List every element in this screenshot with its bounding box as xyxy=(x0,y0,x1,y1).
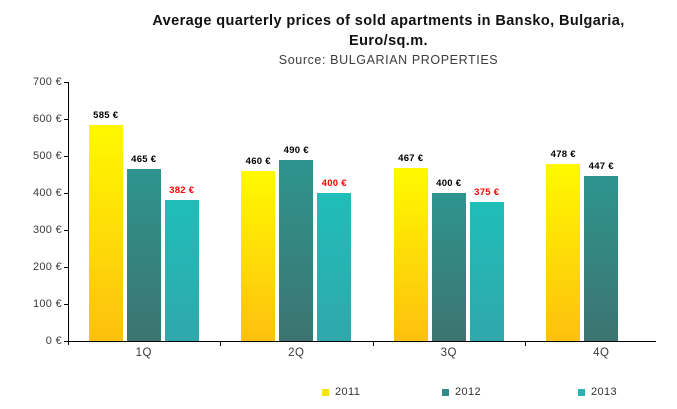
bar-2013-3Q xyxy=(469,202,504,341)
x-category-label: 1Q xyxy=(135,347,152,359)
y-tick-mark xyxy=(64,119,68,120)
bar-2012-1Q xyxy=(126,168,161,341)
bar-2013-2Q xyxy=(317,193,352,341)
bar-2013-1Q xyxy=(164,199,199,341)
y-tick-label: 200 € xyxy=(32,261,62,273)
y-tick-label: 500 € xyxy=(32,150,62,162)
y-axis-line xyxy=(68,82,69,345)
y-tick-mark xyxy=(64,341,68,342)
chart-title-line1: Average quarterly prices of sold apartme… xyxy=(152,13,625,29)
bar-value-label: 375 € xyxy=(474,187,500,199)
y-tick-mark xyxy=(64,304,68,305)
chart-source: Source: BULGARIAN PROPERTIES xyxy=(278,53,499,67)
x-tick-mark xyxy=(220,342,221,346)
bar-value-label: 467 € xyxy=(398,153,424,165)
bar-value-label: 465 € xyxy=(131,153,157,165)
y-tick-label: 0 € xyxy=(45,335,62,347)
chart-header: Average quarterly prices of sold apartme… xyxy=(100,11,677,68)
bar-value-label: 478 € xyxy=(550,149,576,161)
bar-value-label: 490 € xyxy=(283,144,309,156)
legend-label: 2012 xyxy=(455,386,482,398)
x-tick-mark xyxy=(525,342,526,346)
y-tick-mark xyxy=(64,267,68,268)
y-tick-mark xyxy=(64,82,68,83)
x-axis-line xyxy=(68,341,656,342)
bar-2011-4Q xyxy=(546,164,581,341)
legend-label: 2013 xyxy=(591,386,618,398)
bar-value-label: 382 € xyxy=(169,184,195,196)
bar-2011-3Q xyxy=(393,168,428,341)
x-category-label: 3Q xyxy=(440,347,457,359)
bar-value-label: 447 € xyxy=(588,160,614,172)
bar-2011-2Q xyxy=(241,170,276,341)
y-tick-label: 300 € xyxy=(32,224,62,236)
bar-2012-4Q xyxy=(584,175,619,341)
legend-label: 2011 xyxy=(335,386,361,398)
bar-value-label: 400 € xyxy=(436,178,462,189)
y-tick-mark xyxy=(64,156,68,157)
y-tick-label: 600 € xyxy=(32,113,62,125)
bar-value-label: 585 € xyxy=(93,109,119,121)
legend-swatch-icon xyxy=(442,388,449,396)
bar-value-label: 460 € xyxy=(245,155,271,167)
y-tick-label: 100 € xyxy=(32,298,62,310)
legend-item-2013: 2013 xyxy=(578,386,617,398)
bar-2011-1Q xyxy=(88,124,123,341)
x-category-label: 4Q xyxy=(593,347,610,359)
bar-2012-3Q xyxy=(431,193,466,341)
y-tick-label: 700 € xyxy=(32,76,62,88)
legend-item-2011: 2011 xyxy=(322,386,360,398)
bar-2012-2Q xyxy=(279,159,314,341)
y-tick-mark xyxy=(64,230,68,231)
x-category-label: 2Q xyxy=(288,347,305,359)
legend-swatch-icon xyxy=(322,388,329,396)
legend-swatch-icon xyxy=(578,388,585,396)
chart-title-line2: Euro/sq.m. xyxy=(349,33,428,49)
legend-item-2012: 2012 xyxy=(442,386,481,398)
y-tick-label: 400 € xyxy=(32,187,62,199)
x-tick-mark xyxy=(372,342,374,346)
y-tick-mark xyxy=(64,193,68,194)
bar-value-label: 400 € xyxy=(321,178,347,189)
